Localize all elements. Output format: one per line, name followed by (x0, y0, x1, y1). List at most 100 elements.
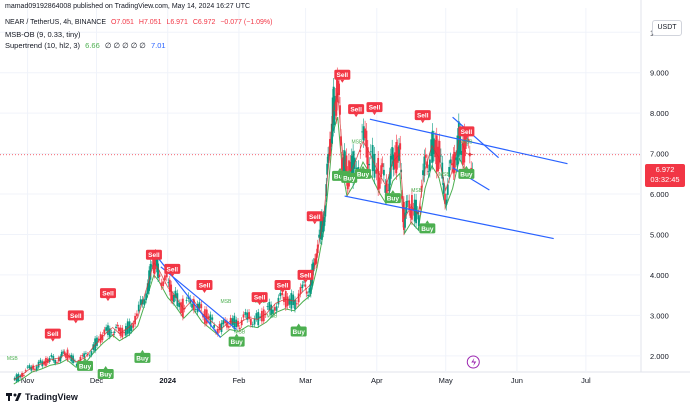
sell-signal (67, 310, 84, 321)
candle-body (275, 306, 278, 311)
candle-body (385, 180, 388, 194)
buy-signal (341, 172, 358, 183)
x-tick-label: Nov (21, 376, 35, 385)
symbol-title[interactable]: NEAR / TetherUS, 4h, BINANCE (5, 19, 107, 26)
signal-pointer (105, 298, 110, 302)
candle-body (226, 321, 228, 328)
indicator-msb[interactable]: MSB-OB (9, 0.33, tiny) (5, 30, 83, 39)
signal-pointer (338, 167, 343, 171)
candle-body (307, 294, 309, 296)
candle-body (371, 145, 374, 172)
candle-body (433, 138, 435, 155)
candle-body (154, 253, 157, 270)
candle-body (248, 312, 250, 320)
candle-body (305, 291, 308, 294)
candle-body (65, 354, 67, 358)
candle-body (318, 234, 321, 238)
supertrend-empty-values: ∅ ∅ ∅ ∅ ∅ (104, 41, 146, 50)
candle-body (423, 156, 426, 176)
candle-body (83, 353, 85, 358)
currency-button[interactable]: USDT (652, 20, 682, 36)
candle-body (364, 128, 366, 139)
sell-signal-label: Sell (337, 72, 349, 79)
candle-body (200, 304, 203, 309)
candle-body (88, 355, 91, 357)
candle-body (366, 147, 369, 169)
candle-body (304, 284, 307, 287)
sell-signal (99, 288, 116, 299)
candle-body (90, 351, 93, 356)
candle-body (107, 325, 109, 335)
candle-body (345, 155, 348, 180)
candle-body (350, 155, 353, 174)
candle-body (362, 126, 365, 141)
buy-signal-label: Buy (460, 171, 473, 178)
candle-body (255, 313, 258, 319)
msb-label: MSB (462, 139, 474, 145)
candle-body (168, 279, 171, 292)
sell-signal (414, 110, 431, 121)
candle-body (229, 317, 232, 325)
candle-body (272, 309, 274, 315)
buy-signal (77, 360, 94, 371)
candle-body (281, 292, 284, 296)
ohlc-high: H7.051 (138, 19, 162, 26)
buy-signal (134, 352, 151, 363)
candle-body (26, 366, 29, 368)
candle-body (406, 200, 409, 202)
candle-body (22, 375, 25, 376)
candle-body (128, 321, 131, 334)
buy-signal (458, 168, 475, 179)
candle-body (30, 366, 33, 371)
signal-pointer (347, 169, 352, 173)
footer-brand-text: TradingView (25, 392, 78, 402)
candle-body (424, 154, 427, 158)
buy-signal-label: Buy (231, 339, 244, 346)
footer-brand[interactable]: TradingView (6, 392, 78, 402)
y-tick-label: 9.000 (650, 69, 669, 78)
candle-body (342, 157, 345, 173)
buy-signal-label: Buy (421, 226, 434, 233)
signal-pointer (425, 220, 430, 224)
signal-pointer (420, 120, 425, 124)
publish-info: mamad09192864008 published on TradingVie… (5, 3, 253, 10)
candle-body (389, 155, 392, 179)
candle-body (57, 357, 60, 362)
sell-signal (297, 269, 314, 280)
supertrend-down-value: 7.01 (150, 41, 166, 50)
candle-body (170, 284, 173, 301)
candle-body (384, 185, 387, 193)
candle-body (467, 138, 470, 141)
ohlc-change: −0.077 (−1.09%) (220, 19, 273, 26)
sell-signal (251, 292, 268, 303)
candle-body (277, 297, 280, 305)
candle-body (295, 303, 298, 305)
candle-body (448, 166, 451, 177)
candle-body (373, 153, 376, 178)
candle-body (409, 209, 412, 218)
candle-body (337, 80, 340, 95)
candle-body (105, 327, 108, 331)
price-line (13, 92, 474, 381)
candle-body (108, 328, 111, 337)
candle-body (34, 368, 36, 370)
candle-body (185, 300, 188, 301)
indicator-supertrend[interactable]: Supertrend (10, hl2, 3) 6.66 ∅ ∅ ∅ ∅ ∅ 7… (5, 41, 169, 50)
candle-body (273, 307, 276, 311)
candle-body (50, 354, 53, 357)
candle-body (357, 167, 360, 170)
signal-pointer (354, 114, 359, 118)
candle-body (463, 131, 466, 163)
candle-body (149, 263, 152, 280)
candle-body (341, 157, 344, 168)
candle-body (426, 161, 429, 169)
candle-body (327, 154, 329, 163)
candle-body (160, 282, 163, 287)
sell-signal (44, 328, 61, 339)
msb-label: MSB (7, 356, 19, 362)
candle-body (171, 294, 174, 301)
candle-body (359, 150, 362, 152)
candle-body (416, 211, 419, 214)
signal-pointer (303, 279, 308, 283)
